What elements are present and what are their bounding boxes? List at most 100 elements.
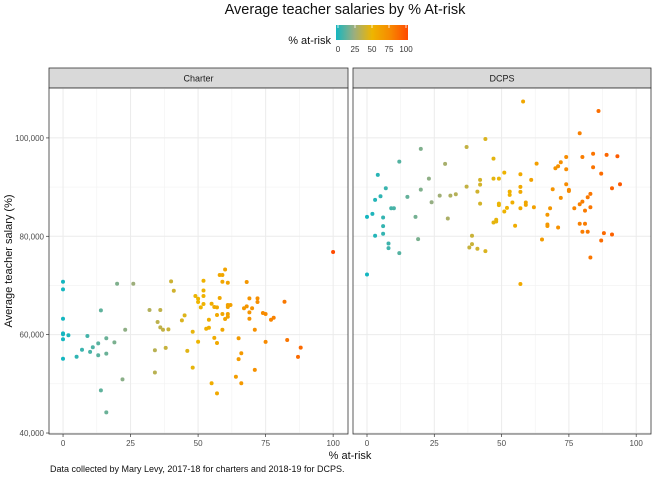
data-point (250, 306, 255, 311)
data-point (112, 340, 117, 345)
data-point (483, 137, 488, 141)
data-point (577, 202, 582, 207)
x-axis-title: % at-risk (329, 450, 372, 462)
data-point (381, 231, 386, 236)
data-point (217, 296, 222, 300)
legend-title: % at-risk (288, 35, 331, 47)
data-point (212, 335, 217, 340)
data-point (163, 345, 168, 350)
x-tick-label: 0 (61, 439, 66, 448)
data-point (518, 206, 523, 211)
data-point (426, 176, 431, 181)
data-point (123, 327, 128, 332)
data-point (386, 241, 391, 246)
data-point (615, 154, 620, 159)
data-point (577, 131, 582, 136)
data-point (61, 279, 65, 284)
data-point (448, 193, 453, 198)
data-point (98, 308, 103, 313)
data-point (518, 172, 523, 177)
data-point (518, 189, 523, 194)
data-point (496, 176, 501, 181)
data-point (220, 279, 225, 284)
data-point (185, 348, 190, 353)
data-point (591, 165, 596, 170)
data-point (233, 374, 238, 379)
y-tick-label: 60,000 (20, 331, 45, 340)
data-point (513, 223, 518, 228)
data-point (158, 325, 163, 330)
data-point (580, 229, 585, 234)
data-point (365, 272, 369, 277)
data-point (416, 237, 421, 242)
data-point (564, 155, 569, 159)
data-point (502, 209, 507, 214)
data-point (131, 281, 136, 286)
data-point (588, 191, 593, 196)
x-tick-label: 50 (497, 439, 506, 448)
data-point (564, 182, 569, 187)
data-point (171, 288, 176, 293)
facet-strip-label: DCPS (489, 74, 514, 84)
data-point (491, 156, 496, 161)
data-point (228, 303, 233, 307)
data-point (209, 301, 214, 306)
data-point (285, 338, 290, 342)
data-point (263, 339, 268, 344)
data-point (244, 304, 249, 309)
y-tick-label: 100,000 (15, 134, 44, 143)
data-point (96, 341, 101, 346)
data-point (566, 189, 571, 193)
data-point (413, 214, 418, 219)
data-point (521, 99, 526, 104)
data-point (61, 316, 65, 321)
data-point (225, 280, 230, 285)
data-point (373, 233, 378, 238)
data-point (397, 251, 402, 256)
facet-panel-charter: Charter 0 25 50 75 100 40,000 60,000 80,000 100,0… (15, 67, 349, 448)
data-point (491, 176, 496, 181)
data-point (510, 200, 515, 205)
data-point (397, 159, 402, 164)
data-point (437, 193, 442, 198)
data-point (478, 201, 483, 206)
data-point (247, 296, 252, 301)
x-tick-label: 0 (365, 439, 370, 448)
data-point (193, 294, 198, 298)
data-point (236, 336, 241, 341)
legend-tick-label: 50 (368, 45, 377, 54)
data-point (610, 232, 614, 237)
data-point (531, 205, 536, 210)
data-point (88, 349, 93, 354)
data-point (85, 334, 90, 338)
data-point (545, 212, 550, 217)
data-point (588, 205, 593, 210)
data-point (383, 186, 388, 191)
data-point (381, 224, 386, 229)
data-point (169, 279, 174, 284)
data-point (115, 281, 120, 286)
data-point (470, 233, 474, 238)
data-point (453, 192, 458, 197)
color-legend: % at-risk 0 25 50 75 100 (288, 25, 413, 54)
data-point (599, 238, 604, 243)
panel-border (352, 87, 652, 435)
data-point (467, 245, 472, 250)
x-tick-label: 25 (126, 439, 135, 448)
data-point (596, 109, 601, 113)
data-point (550, 187, 555, 192)
data-point (201, 294, 206, 298)
data-point (80, 347, 84, 352)
data-point (558, 195, 563, 200)
facet-panel-dcps: DCPS 0 25 50 75 100 (352, 67, 652, 448)
data-point (190, 365, 195, 370)
data-point (196, 296, 201, 301)
data-point (61, 356, 65, 361)
data-point (120, 377, 125, 382)
data-point (478, 182, 483, 187)
caption: Data collected by Mary Levy, 2017-18 for… (50, 464, 344, 474)
data-point (182, 313, 187, 318)
data-point (104, 410, 109, 415)
data-point (529, 177, 534, 182)
